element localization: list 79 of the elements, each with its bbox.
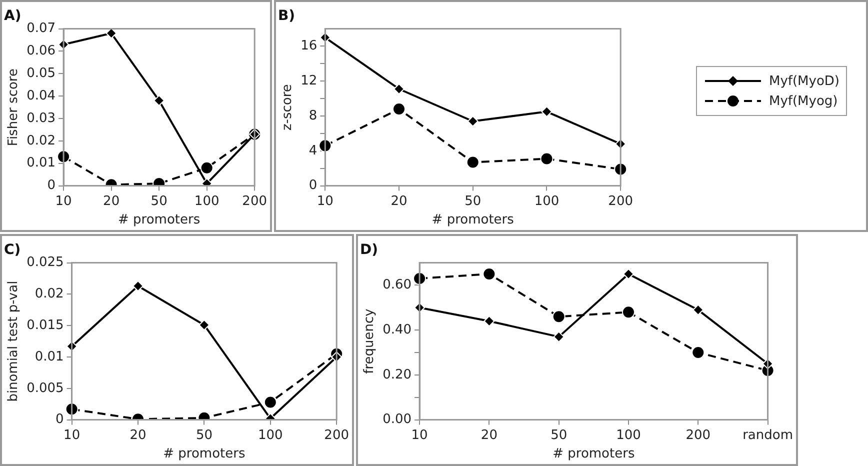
x-tick-label: random	[742, 428, 793, 443]
x-tick-label: 100	[258, 428, 283, 443]
chart-title: C)	[4, 242, 21, 258]
point	[106, 28, 117, 39]
x-axis-title: # promoters	[118, 212, 200, 228]
x-tick-label: 50	[464, 194, 482, 209]
point	[318, 139, 332, 152]
y-tick-label: 0.00	[382, 412, 412, 428]
y-tick-label: 0.05	[26, 66, 56, 82]
y-tick-label: 0.60	[382, 278, 412, 293]
point	[394, 83, 405, 94]
x-tick-label: 100	[194, 194, 220, 209]
point	[692, 304, 704, 316]
y-axis-title: binomial test p-val	[6, 280, 22, 402]
chart-title: B)	[278, 8, 296, 24]
x-tick-label: 200	[242, 194, 268, 209]
x-axis-title: # promoters	[552, 446, 635, 462]
chart-title: D)	[360, 242, 378, 258]
point	[692, 346, 705, 360]
point	[154, 95, 165, 106]
x-tick-label: 50	[196, 428, 212, 443]
x-tick-label: 20	[103, 194, 120, 209]
legend-label: Myf(MyoD)	[769, 74, 840, 88]
legend-label: Myf(Myog)	[769, 94, 838, 108]
x-tick-label: 100	[616, 428, 641, 443]
point	[467, 116, 478, 127]
y-tick-label: 0.01	[34, 349, 64, 364]
x-tick-label: 20	[390, 194, 408, 209]
x-tick-label: 10	[411, 428, 428, 443]
x-tick-label: 200	[608, 194, 634, 209]
x-tick-label: 20	[480, 428, 498, 443]
point	[392, 102, 406, 116]
y-tick-label: 0.025	[26, 255, 64, 270]
y-tick-label: 0	[47, 178, 56, 194]
x-axis-title: # promoters	[432, 212, 514, 228]
y-tick-label: 0.07	[26, 21, 56, 36]
y-tick-label: 0.04	[26, 88, 56, 104]
point	[198, 319, 210, 330]
point	[622, 306, 635, 319]
x-tick-label: 200	[686, 428, 711, 443]
y-tick-label: 0.40	[382, 322, 412, 338]
y-tick-label: 0.02	[26, 133, 56, 148]
y-tick-label: 0.005	[26, 380, 64, 396]
point	[482, 268, 496, 281]
y-axis-title: frequency	[362, 308, 378, 374]
y-axis-title: z-score	[280, 84, 296, 131]
point	[132, 280, 144, 292]
y-tick-label: 0.06	[26, 44, 56, 59]
y-tick-label: 0	[308, 178, 318, 194]
y-tick-label: 0.20	[382, 367, 412, 382]
y-axis-title: Fisher score	[6, 68, 22, 146]
y-tick-label: 0.03	[26, 110, 56, 126]
point	[552, 310, 566, 324]
y-tick-label: 0	[56, 412, 64, 428]
y-tick-label: 0.01	[26, 156, 56, 171]
y-tick-label: 0.015	[26, 318, 64, 333]
chart-title: A)	[4, 8, 22, 24]
x-tick-label: 10	[55, 194, 72, 209]
y-tick-label: 4	[308, 143, 318, 158]
x-axis-title: # promoters	[163, 446, 246, 462]
x-tick-label: 50	[550, 428, 568, 443]
point	[264, 396, 277, 409]
x-tick-label: 100	[534, 194, 560, 209]
point	[484, 316, 495, 327]
y-tick-label: 0.02	[34, 286, 64, 302]
y-tick-label: 16	[300, 38, 318, 54]
x-tick-label: 50	[150, 194, 168, 209]
point	[553, 331, 564, 342]
point	[622, 268, 634, 280]
x-tick-label: 10	[316, 194, 334, 209]
point	[540, 152, 554, 166]
y-tick-label: 8	[308, 108, 318, 124]
x-tick-label: 200	[324, 428, 350, 443]
point	[200, 161, 214, 174]
x-tick-label: 10	[64, 428, 80, 443]
x-tick-label: 20	[130, 428, 146, 443]
point	[466, 156, 480, 169]
point	[541, 106, 552, 118]
y-tick-label: 12	[300, 74, 318, 89]
